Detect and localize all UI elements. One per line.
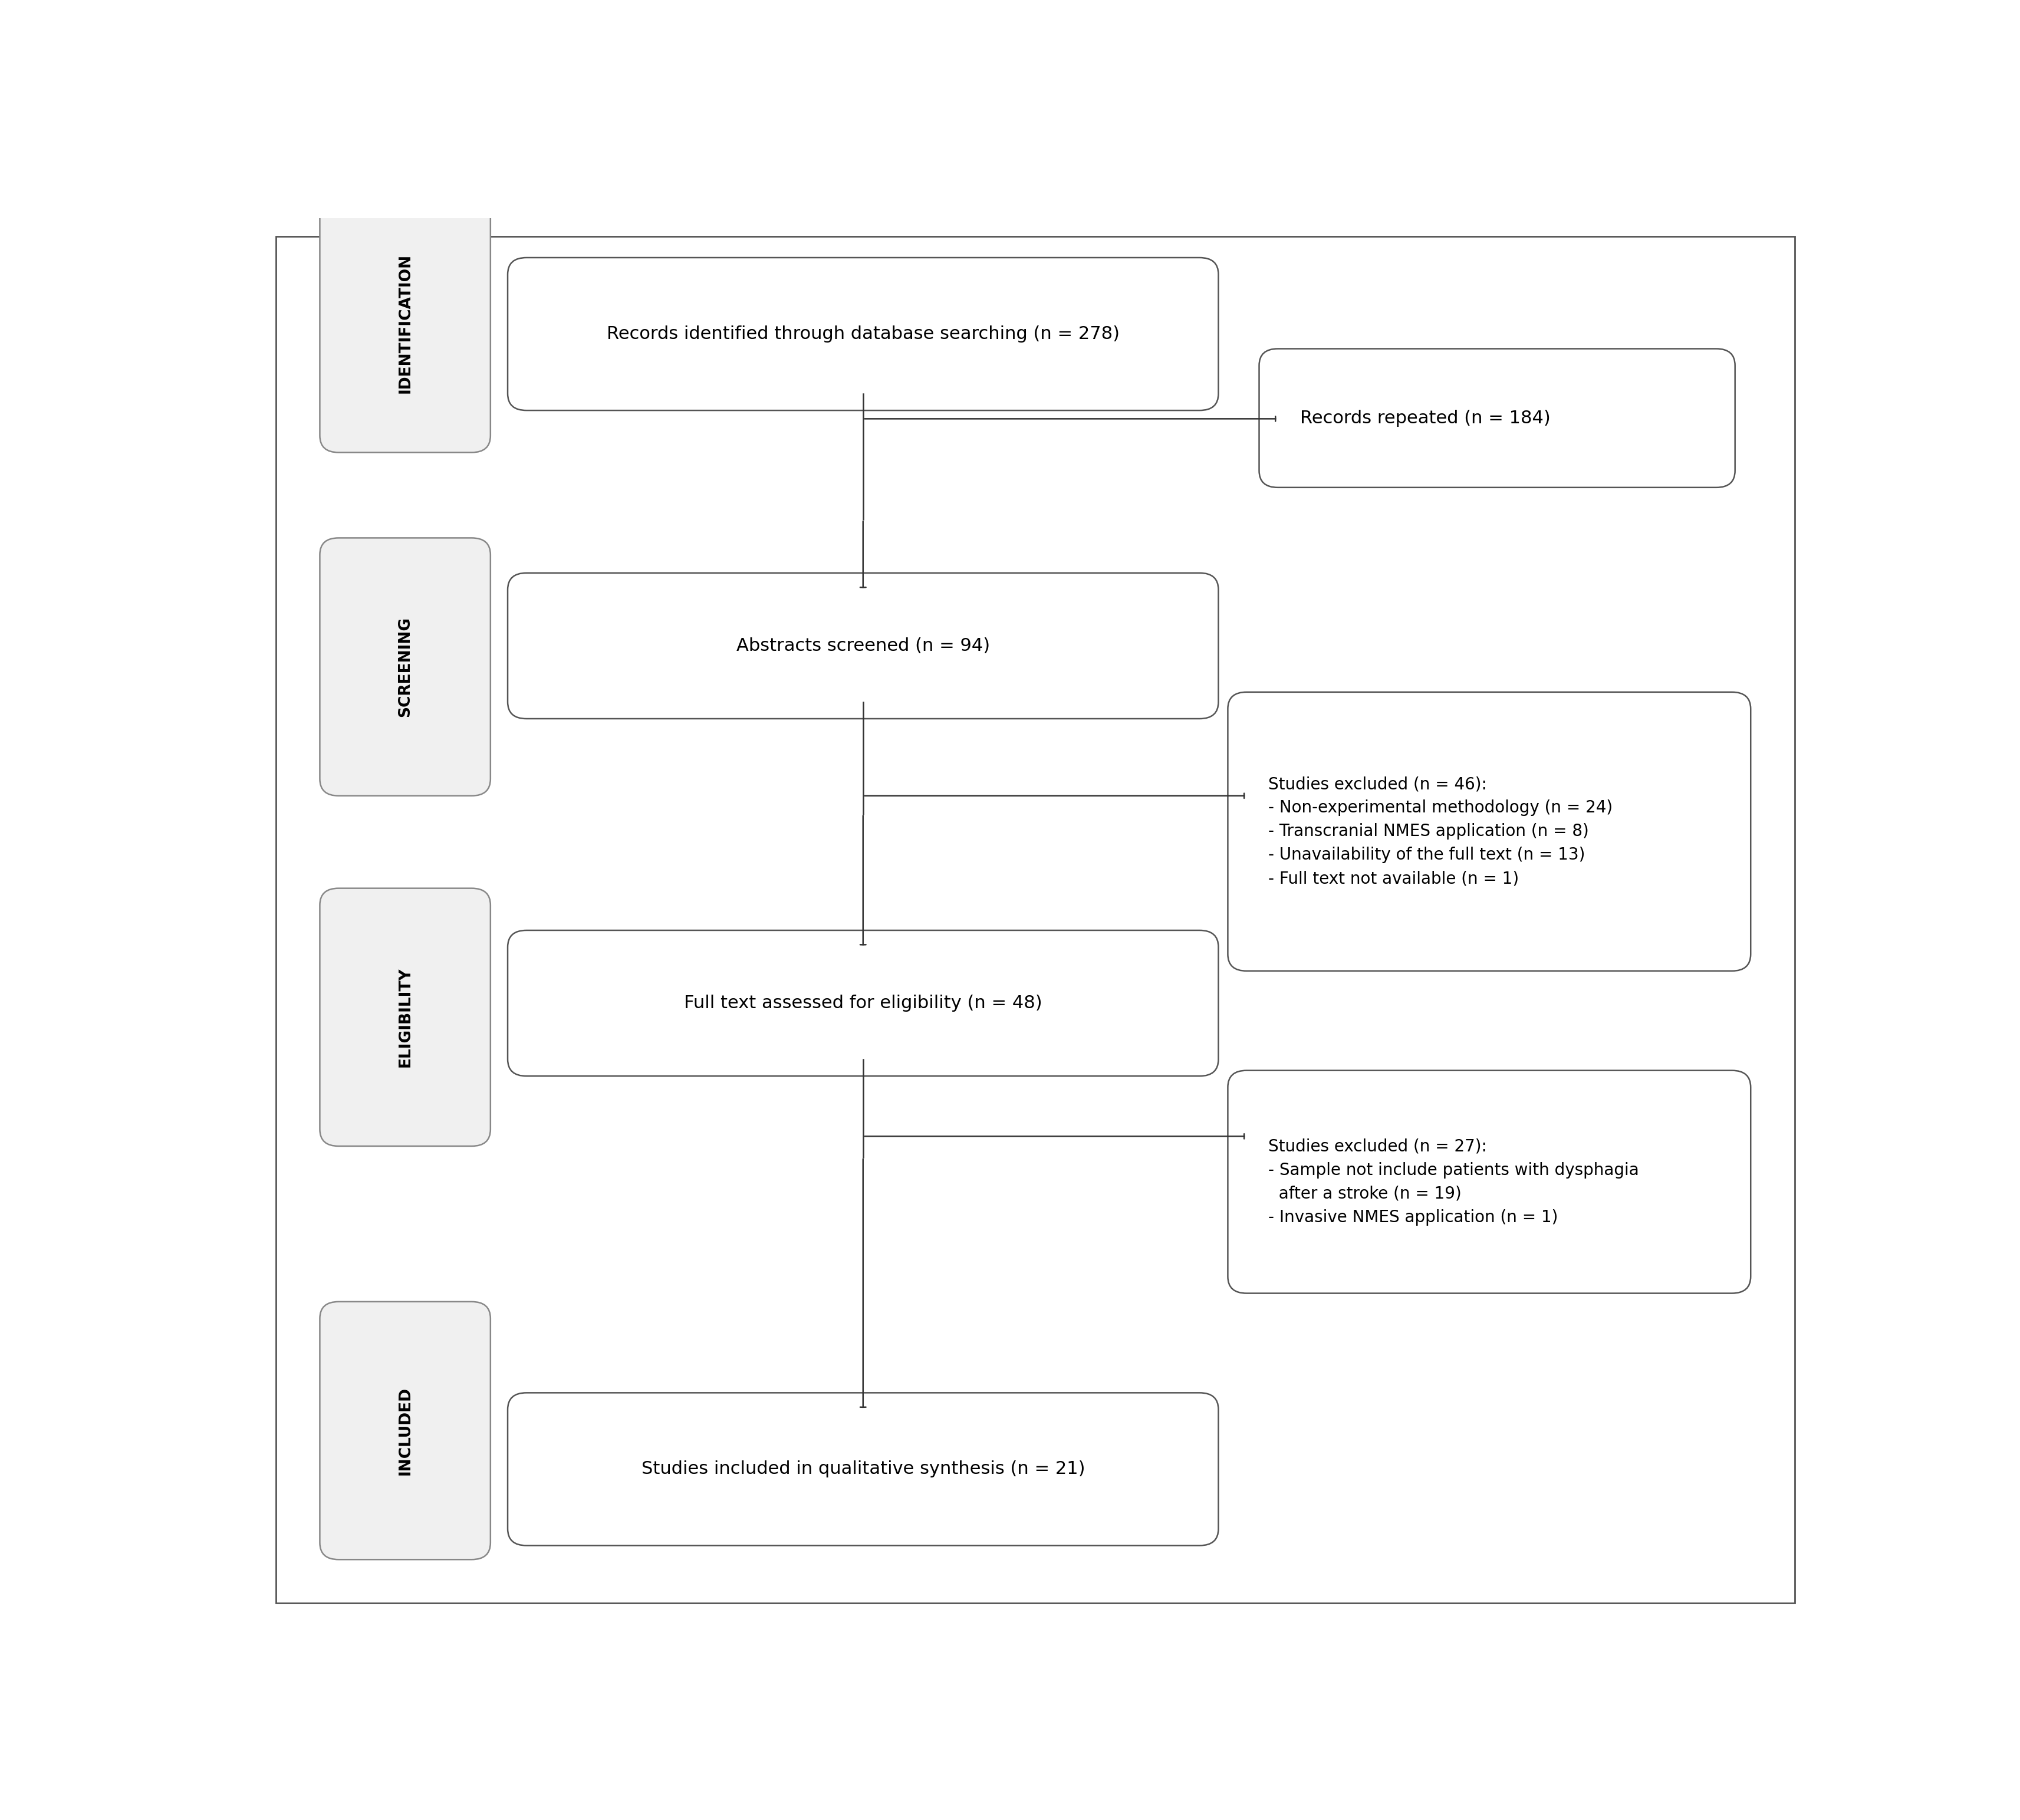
Text: IDENTIFICATION: IDENTIFICATION [398, 253, 412, 393]
FancyBboxPatch shape [319, 539, 491, 795]
Text: SCREENING: SCREENING [398, 617, 412, 717]
Text: Studies included in qualitative synthesis (n = 21): Studies included in qualitative synthesi… [640, 1461, 1085, 1478]
Text: Records repeated (n = 184): Records repeated (n = 184) [1299, 410, 1549, 426]
Text: INCLUDED: INCLUDED [398, 1387, 412, 1474]
FancyBboxPatch shape [319, 1301, 491, 1560]
Text: Records identified through database searching (n = 278): Records identified through database sear… [606, 326, 1119, 342]
FancyBboxPatch shape [507, 573, 1218, 719]
FancyBboxPatch shape [507, 258, 1218, 410]
Text: Studies excluded (n = 46):
- Non-experimental methodology (n = 24)
- Transcrania: Studies excluded (n = 46): - Non-experim… [1269, 775, 1612, 886]
FancyBboxPatch shape [1228, 692, 1751, 970]
Text: Studies excluded (n = 27):
- Sample not include patients with dysphagia
  after : Studies excluded (n = 27): - Sample not … [1269, 1138, 1638, 1225]
FancyBboxPatch shape [1258, 349, 1735, 488]
Text: ELIGIBILITY: ELIGIBILITY [398, 966, 412, 1067]
FancyBboxPatch shape [319, 888, 491, 1147]
Text: Abstracts screened (n = 94): Abstracts screened (n = 94) [735, 637, 990, 655]
FancyBboxPatch shape [507, 930, 1218, 1076]
FancyBboxPatch shape [277, 237, 1794, 1603]
FancyBboxPatch shape [319, 195, 491, 453]
Text: Full text assessed for eligibility (n = 48): Full text assessed for eligibility (n = … [685, 996, 1042, 1012]
FancyBboxPatch shape [1228, 1070, 1751, 1294]
FancyBboxPatch shape [507, 1392, 1218, 1545]
